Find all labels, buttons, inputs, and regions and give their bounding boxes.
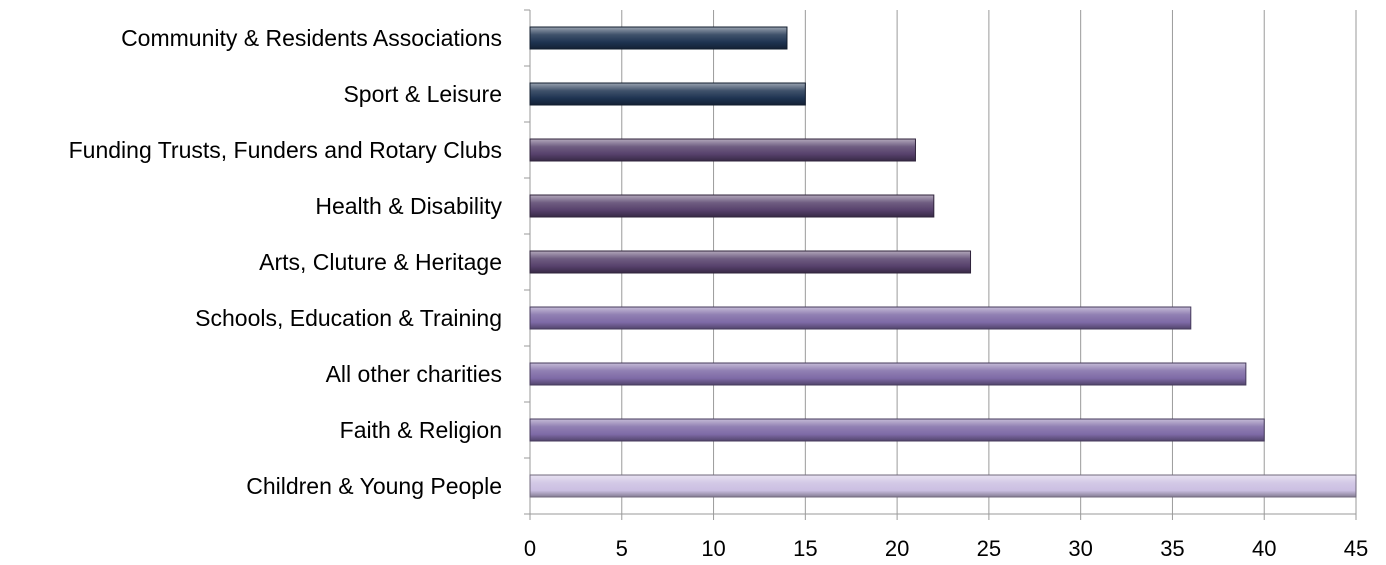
bar [530,419,1264,441]
bar [530,251,971,273]
x-tick-label: 0 [524,536,536,560]
category-label: Schools, Education & Training [195,305,502,331]
x-tick-labels: 0 5 10 15 20 25 30 35 40 45 [524,536,1368,560]
x-tick-label: 5 [616,536,628,560]
x-tick-label: 45 [1344,536,1368,560]
bar [530,475,1356,497]
category-labels: Community & Residents Associations Sport … [69,25,503,499]
bar [530,307,1191,329]
category-label: Arts, Cluture & Heritage [259,249,502,275]
x-tick-label: 15 [793,536,817,560]
category-label: Health & Disability [315,193,502,219]
x-tick-label: 20 [885,536,909,560]
category-label: Funding Trusts, Funders and Rotary Clubs [69,137,502,163]
category-label: Children & Young People [246,473,502,499]
x-tick-label: 25 [977,536,1001,560]
category-label: Faith & Religion [340,417,502,443]
category-label: Community & Residents Associations [121,25,502,51]
x-tick-label: 40 [1252,536,1276,560]
x-tick-label: 30 [1068,536,1092,560]
x-tick-label: 35 [1160,536,1184,560]
bar [530,195,934,217]
bar [530,27,787,49]
bars [530,27,1356,497]
bar [530,363,1246,385]
bar [530,139,915,161]
category-label: All other charities [326,361,502,387]
category-label: Sport & Leisure [343,81,502,107]
x-tick-label: 10 [701,536,725,560]
bar [530,83,805,105]
